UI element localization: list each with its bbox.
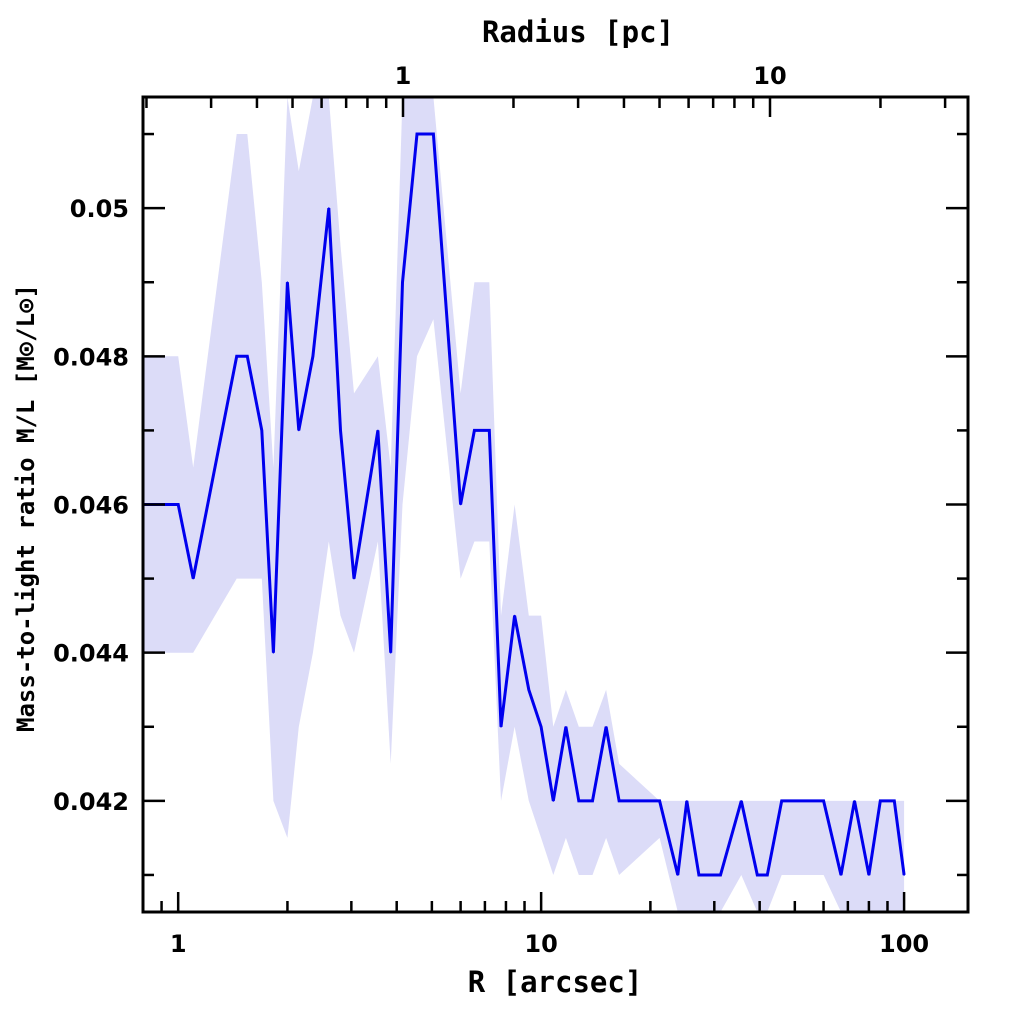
top-x-tick-label: 10	[753, 62, 786, 90]
data-point	[719, 874, 722, 876]
data-point	[565, 726, 567, 728]
data-point	[893, 800, 896, 802]
data-point	[698, 874, 700, 876]
data-point	[298, 429, 300, 432]
data-point	[339, 429, 342, 432]
data-point	[903, 874, 905, 876]
x-tick-label: 10	[524, 930, 557, 958]
y-tick-label: 0.042	[53, 788, 129, 816]
series-line-layer	[143, 132, 906, 877]
data-point	[677, 874, 679, 876]
top-x-axis-label: Radius [pc]	[482, 15, 674, 49]
data-point	[272, 651, 275, 654]
data-point	[868, 874, 870, 876]
top-x-tick-label: 1	[395, 62, 412, 90]
data-point	[353, 577, 355, 580]
uncertainty-band	[143, 97, 905, 912]
data-point	[822, 800, 825, 802]
data-point	[605, 726, 607, 728]
x-axis-label: R [arcsec]	[468, 965, 643, 999]
data-point	[389, 651, 392, 654]
data-point	[591, 800, 594, 802]
data-point	[740, 800, 743, 802]
data-point	[658, 800, 661, 802]
data-point	[377, 429, 379, 432]
data-point	[235, 355, 238, 358]
data-point	[500, 726, 502, 728]
data-point	[312, 355, 314, 358]
y-tick-label: 0.046	[53, 492, 129, 520]
data-point	[246, 355, 249, 358]
data-point	[780, 800, 783, 802]
data-point	[840, 874, 842, 876]
y-axis-label: Mass-to-light ratio M/L [M⊙/L⊙]	[12, 284, 40, 732]
data-point	[686, 800, 688, 802]
data-point	[528, 688, 530, 691]
x-tick-label: 1	[170, 930, 187, 958]
data-point	[552, 800, 555, 802]
data-point	[416, 133, 418, 135]
data-point	[328, 207, 330, 209]
data-point	[192, 577, 194, 580]
y-tick-label: 0.044	[53, 640, 129, 668]
data-point	[432, 133, 435, 135]
y-tick-label: 0.05	[70, 195, 129, 223]
data-point	[286, 281, 289, 284]
data-point	[513, 614, 516, 617]
data-point	[459, 503, 462, 506]
data-point	[578, 800, 580, 802]
tick-layer: 1 10 100 1 10 0.042 0.044 0.046 0.048 0.05	[53, 62, 968, 958]
data-point	[540, 726, 542, 728]
data-point	[488, 429, 491, 432]
x-tick-label: 100	[879, 930, 929, 958]
data-point	[618, 800, 620, 802]
data-point	[177, 503, 179, 506]
data-point	[879, 800, 882, 802]
data-point	[756, 874, 759, 876]
data-point	[766, 874, 769, 876]
data-point	[853, 800, 856, 802]
data-point	[473, 429, 476, 432]
uncertainty-band-layer	[143, 97, 905, 912]
y-tick-label: 0.048	[53, 343, 129, 371]
data-point	[261, 429, 263, 432]
data-point	[401, 281, 404, 284]
